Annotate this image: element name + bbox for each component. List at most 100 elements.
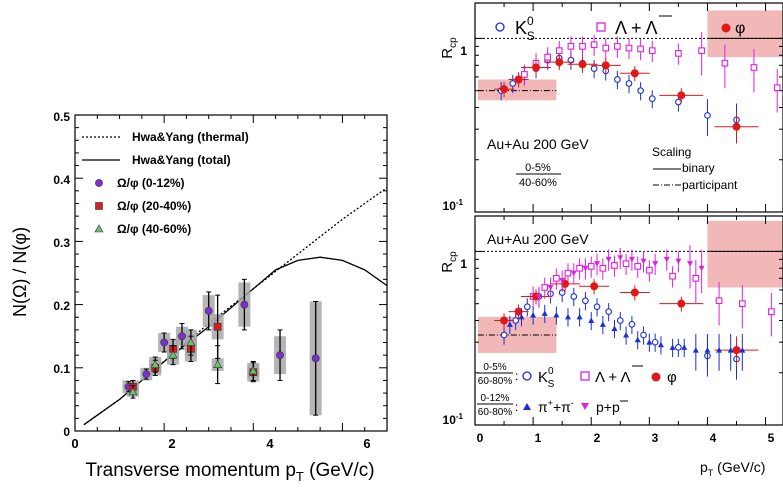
scaling-band: [707, 220, 783, 288]
upper-right-panel: 1 10-1 Rcp K0 S Λ + Λ φ Au+Au 200 GeV 0-5…: [439, 2, 783, 213]
row1-lambda-label: Λ + Λ: [595, 369, 630, 386]
data-point-pion: [727, 347, 734, 353]
data-point-pion: [530, 312, 537, 318]
upper-right-bands: [475, 10, 783, 101]
data-point-lambda: [698, 47, 705, 55]
lr-xtick-label: 4: [710, 431, 717, 445]
data-point-lambda: [544, 53, 551, 61]
data-point-proton: [582, 265, 589, 272]
data-point-triangle: [128, 387, 138, 396]
row2-colon: :: [515, 400, 518, 414]
data-point-k0s: [590, 65, 598, 72]
data-point-lambda: [625, 44, 633, 52]
data-point-pion: [634, 336, 641, 343]
data-point-pion: [692, 347, 699, 353]
legend-label-thermal: Hwa&Yang (thermal): [132, 130, 249, 144]
legend-triangle-icon: [94, 224, 104, 233]
data-point-lambda: [637, 45, 644, 53]
data-point-pion: [541, 310, 548, 316]
data-point-proton: [652, 261, 659, 267]
left-panel: 0 0.1 0.2 0.3 0.4 0.5 0 2 4 6 N(Ω) / N(φ…: [10, 110, 388, 484]
data-point-lambda: [768, 308, 775, 315]
data-point-k0s: [704, 112, 711, 119]
data-point-lambda: [611, 262, 618, 269]
data-point-lambda: [521, 71, 528, 78]
data-point-proton: [535, 293, 542, 300]
data-point-proton: [698, 265, 705, 272]
data-point-phi: [590, 282, 599, 291]
data-point-pion: [669, 344, 676, 350]
data-point-proton: [605, 256, 612, 263]
data-point-k0s: [625, 80, 633, 87]
lr-xtick-label: 3: [652, 431, 659, 445]
data-point-phi: [732, 346, 741, 355]
legend-phi-label: φ: [735, 20, 745, 37]
data-point-phi: [500, 316, 509, 325]
data-point-pion: [553, 312, 560, 318]
data-point-proton: [675, 258, 682, 265]
data-point-circle: [142, 370, 151, 379]
data-point-phi: [601, 61, 610, 70]
data-point-k0s: [628, 321, 636, 328]
lower-right-ytick-1: 1: [460, 257, 467, 271]
data-point-lambda: [738, 300, 746, 308]
data-point-phi: [630, 288, 639, 297]
scaling-band: [477, 79, 557, 101]
data-point-phi: [732, 122, 741, 131]
legend-lambda-icon: [596, 22, 606, 32]
data-point-triangle: [168, 350, 178, 359]
data-point-triangle: [150, 360, 160, 368]
row1-k0s-icon: [522, 371, 532, 381]
upper-right-ytick-1: 1: [460, 44, 467, 58]
data-point-k0s: [640, 331, 647, 339]
data-point-lambda: [721, 59, 729, 67]
data-point-lambda: [564, 269, 572, 277]
data-point-pion: [611, 325, 618, 331]
data-point-proton: [594, 261, 601, 267]
data-point-pion: [646, 339, 653, 345]
data-point-k0s: [675, 98, 682, 106]
upper-right-system-label: Au+Au 200 GeV: [487, 136, 589, 152]
legend-circle-icon: [95, 179, 103, 187]
data-point-triangle: [186, 337, 196, 346]
left-ytick-label: 0.4: [53, 173, 70, 187]
data-point-pion: [681, 344, 688, 350]
data-point-lambda: [645, 266, 653, 274]
data-point-pion: [588, 317, 595, 323]
lower-right-system-label: Au+Au 200 GeV: [487, 231, 589, 247]
legend-k0s-icon: [495, 22, 505, 32]
legend-label-40-60: Ω/φ (40-60%): [117, 222, 191, 236]
lr-xtick-label: 2: [594, 431, 601, 445]
data-point-pion: [564, 313, 571, 320]
data-point-phi: [555, 58, 564, 67]
row2-pion-icon: [523, 403, 531, 410]
data-point-phi: [630, 69, 639, 78]
legend-lambda-label: Λ + Λ: [615, 18, 658, 38]
data-point-lambda: [567, 43, 575, 50]
data-point-triangle: [248, 366, 258, 375]
data-point-phi: [578, 60, 587, 69]
total-curve: [83, 256, 388, 426]
data-point-lambda: [773, 84, 781, 92]
scaling-title: Scaling: [652, 145, 691, 159]
data-point-k0s: [616, 317, 624, 324]
row1-den: 60-80%: [478, 376, 513, 387]
data-point-circle: [240, 300, 249, 309]
lower-right-ytick-0.1: 10-1: [443, 412, 464, 427]
data-point-lambda: [555, 47, 563, 55]
data-point-lambda: [553, 274, 560, 282]
row2-num: 0-12%: [481, 393, 510, 404]
row2-den: 60-80%: [478, 407, 513, 418]
data-point-lambda: [602, 44, 610, 52]
data-point-pion: [704, 347, 711, 353]
data-point-lambda: [675, 50, 682, 57]
left-plot-frame: [74, 114, 388, 432]
left-xtick-label: 6: [363, 436, 370, 451]
data-point-phi: [514, 307, 523, 316]
data-point-k0s: [582, 297, 589, 305]
row1-num: 0-5%: [483, 362, 506, 373]
lower-right-data-points: [494, 245, 775, 380]
row2-proton-label: p+p: [596, 399, 620, 415]
data-point-lambda: [579, 43, 586, 50]
